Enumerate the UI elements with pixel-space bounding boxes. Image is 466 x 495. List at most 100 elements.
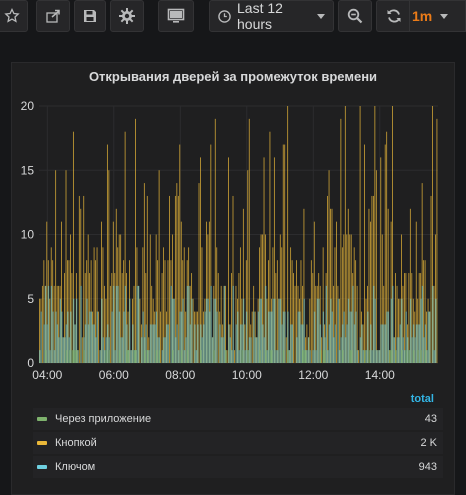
settings-button[interactable] bbox=[110, 0, 144, 32]
bar-button bbox=[315, 285, 317, 363]
bar-app bbox=[305, 350, 307, 363]
bar-key bbox=[188, 285, 190, 363]
chevron-down-icon bbox=[440, 13, 449, 19]
bar-button bbox=[127, 311, 129, 363]
refresh-button[interactable] bbox=[376, 0, 410, 32]
bar-button bbox=[364, 144, 365, 363]
bar-key bbox=[96, 311, 98, 363]
bar-button bbox=[106, 144, 108, 363]
bar-key bbox=[208, 311, 211, 363]
legend-item-app[interactable]: Через приложение 43 bbox=[33, 408, 443, 430]
zoom-out-button[interactable] bbox=[338, 0, 372, 32]
legend-swatch bbox=[37, 441, 47, 445]
bar-key bbox=[101, 298, 103, 363]
bar-key bbox=[72, 298, 75, 363]
bar-key bbox=[263, 337, 265, 363]
bar-button bbox=[296, 260, 297, 363]
bar-app bbox=[408, 350, 410, 363]
bar-button bbox=[300, 260, 302, 363]
bar-key bbox=[282, 311, 285, 363]
bar-key bbox=[142, 311, 144, 363]
bar-button bbox=[226, 350, 228, 363]
bar-key bbox=[381, 324, 384, 363]
bar-button bbox=[83, 195, 85, 363]
bar-button bbox=[343, 234, 345, 363]
bar-key bbox=[62, 337, 64, 363]
save-button[interactable] bbox=[74, 0, 106, 32]
bar-key bbox=[367, 311, 369, 363]
bar-key bbox=[268, 311, 270, 363]
bar-key bbox=[151, 324, 153, 363]
bar-key bbox=[415, 324, 418, 363]
bar-key bbox=[275, 350, 277, 363]
bar-button bbox=[368, 208, 370, 363]
bar-button bbox=[251, 311, 253, 363]
bar-button bbox=[340, 118, 342, 363]
bar-app bbox=[158, 350, 161, 363]
bar-key bbox=[189, 324, 192, 363]
bar-key bbox=[111, 311, 113, 363]
bar-key bbox=[149, 324, 152, 363]
bar-key bbox=[124, 285, 127, 363]
bar-button bbox=[263, 157, 265, 363]
refresh-interval-value: 1m bbox=[412, 8, 433, 24]
bar-button bbox=[163, 247, 164, 363]
bar-button bbox=[313, 221, 315, 363]
bar-app bbox=[417, 350, 419, 363]
bar-button bbox=[198, 183, 200, 363]
bar-key bbox=[300, 324, 302, 363]
bar-key bbox=[93, 324, 96, 363]
bar-app bbox=[395, 350, 397, 363]
bar-button bbox=[374, 106, 376, 363]
bar-key bbox=[254, 337, 257, 363]
bar-key bbox=[256, 337, 258, 363]
bar-key bbox=[259, 298, 261, 363]
bar-key bbox=[104, 350, 106, 363]
bar-key bbox=[341, 324, 344, 363]
bar-key bbox=[387, 311, 390, 363]
bar-key bbox=[307, 337, 310, 363]
bar-app bbox=[364, 350, 366, 363]
bar-key bbox=[281, 324, 283, 363]
bar-button bbox=[362, 324, 364, 363]
graph-panel: Открывания дверей за промежуток времени … bbox=[11, 62, 455, 495]
bar-app bbox=[213, 350, 215, 363]
bar-key bbox=[136, 285, 138, 363]
bar-key bbox=[406, 337, 409, 363]
bar-key bbox=[273, 298, 276, 363]
bar-key bbox=[235, 324, 237, 363]
bar-key bbox=[204, 311, 206, 363]
bar-app bbox=[341, 350, 344, 363]
bar-key bbox=[398, 337, 400, 363]
bar-app bbox=[324, 350, 326, 363]
bar-key bbox=[50, 285, 53, 363]
bar-button bbox=[180, 221, 182, 363]
time-range-picker[interactable]: Last 12 hours bbox=[209, 0, 334, 32]
bar-key bbox=[70, 311, 72, 363]
tv-mode-button[interactable] bbox=[158, 0, 194, 32]
bar-key bbox=[386, 311, 388, 363]
bar-key bbox=[378, 350, 381, 363]
bar-button bbox=[293, 273, 294, 363]
bar-button bbox=[214, 118, 216, 363]
y-tick-label: 10 bbox=[21, 228, 35, 242]
bar-key bbox=[291, 324, 294, 363]
bar-button bbox=[396, 285, 398, 363]
bar-app bbox=[200, 350, 202, 363]
y-tick-label: 5 bbox=[27, 292, 34, 306]
bar-key bbox=[315, 350, 317, 363]
bar-button bbox=[220, 285, 222, 363]
bar-button bbox=[386, 131, 388, 363]
share-button[interactable] bbox=[36, 0, 70, 32]
star-button[interactable] bbox=[0, 0, 28, 32]
bar-key bbox=[327, 350, 329, 363]
bar-app bbox=[390, 350, 393, 363]
bar-key bbox=[350, 311, 353, 363]
refresh-interval-picker[interactable]: 1m bbox=[409, 0, 466, 32]
legend-value: 2 K bbox=[420, 437, 437, 449]
bar-key bbox=[210, 285, 212, 363]
legend-item-key[interactable]: Ключом 943 bbox=[33, 456, 443, 478]
bar-app bbox=[389, 350, 391, 363]
bar-key bbox=[312, 350, 314, 363]
legend-item-button[interactable]: Кнопкой 2 K bbox=[33, 432, 443, 454]
